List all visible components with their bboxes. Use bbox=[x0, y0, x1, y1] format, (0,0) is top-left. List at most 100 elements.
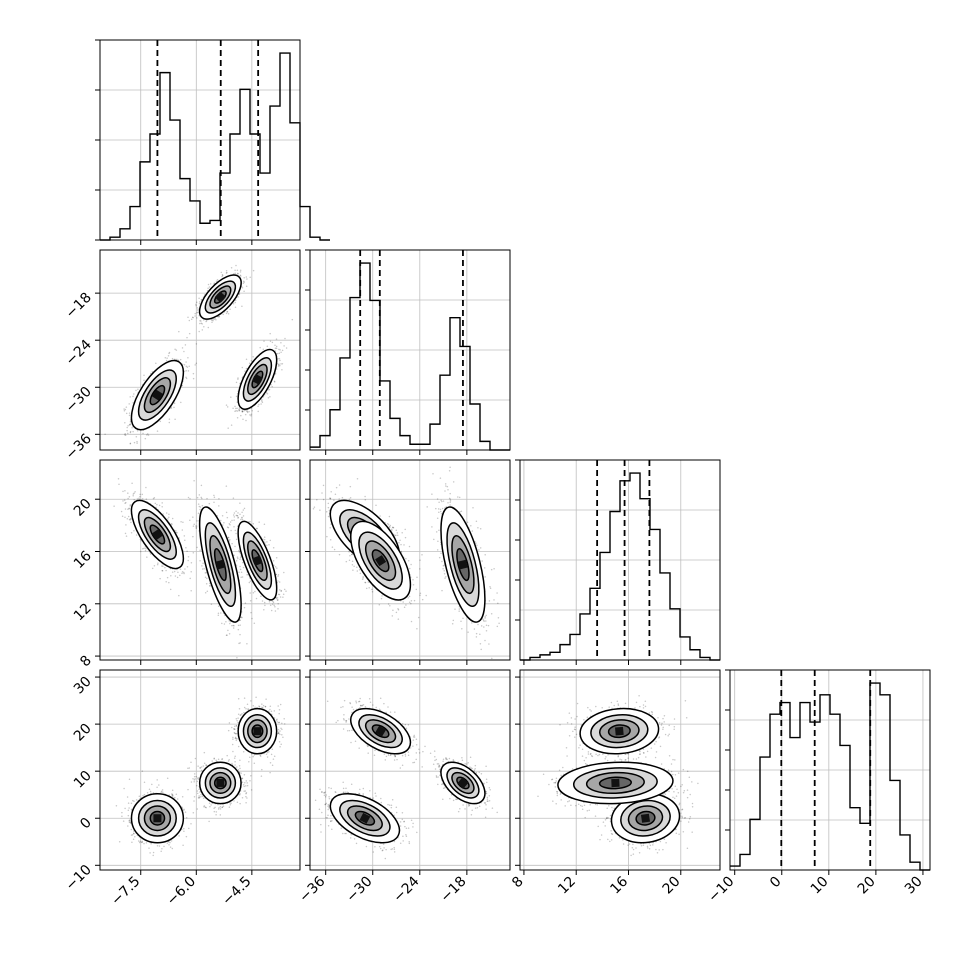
sample-point bbox=[147, 434, 150, 436]
sample-point bbox=[238, 551, 241, 553]
sample-point bbox=[196, 520, 198, 522]
sample-point bbox=[226, 271, 228, 274]
sample-point bbox=[203, 326, 205, 328]
sample-point bbox=[206, 590, 209, 593]
sample-point bbox=[124, 434, 127, 437]
sample-point bbox=[161, 569, 163, 572]
sample-point bbox=[267, 396, 270, 399]
sample-point bbox=[168, 581, 170, 584]
sample-point bbox=[124, 516, 126, 519]
sample-point bbox=[241, 305, 243, 308]
sample-point bbox=[196, 317, 198, 319]
sample-point bbox=[229, 539, 231, 541]
sample-point bbox=[188, 365, 190, 368]
sample-point bbox=[225, 272, 228, 274]
sample-point bbox=[281, 363, 284, 365]
sample-point bbox=[260, 403, 262, 405]
sample-point bbox=[146, 433, 149, 435]
sample-point bbox=[252, 591, 255, 594]
sample-point bbox=[129, 430, 132, 433]
sample-point bbox=[129, 431, 132, 434]
sample-point bbox=[193, 479, 195, 482]
sample-point bbox=[181, 529, 184, 531]
sample-point bbox=[173, 402, 176, 405]
sample-point bbox=[246, 411, 249, 414]
sample-point bbox=[141, 498, 144, 500]
sample-point bbox=[246, 410, 248, 412]
sample-point bbox=[143, 547, 145, 550]
sample-point bbox=[243, 290, 245, 293]
scatter-panel-1-0 bbox=[100, 250, 300, 450]
sample-point bbox=[129, 424, 131, 426]
sample-point bbox=[175, 529, 177, 532]
sample-point bbox=[220, 271, 223, 274]
sample-point bbox=[197, 503, 200, 505]
sample-point bbox=[162, 513, 164, 515]
sample-point bbox=[128, 507, 130, 509]
sample-point bbox=[121, 515, 124, 518]
sample-point bbox=[265, 392, 268, 394]
sample-point bbox=[275, 338, 278, 340]
sample-point bbox=[209, 283, 212, 285]
sample-point bbox=[201, 565, 203, 567]
sample-point bbox=[179, 568, 182, 570]
sample-point bbox=[210, 603, 213, 606]
sample-point bbox=[239, 619, 241, 622]
sample-point bbox=[129, 504, 132, 506]
sample-point bbox=[123, 408, 125, 410]
sample-point bbox=[207, 283, 210, 286]
sample-point bbox=[261, 398, 263, 401]
sample-point bbox=[129, 505, 131, 507]
sample-point bbox=[223, 623, 226, 625]
sample-point bbox=[232, 497, 235, 499]
sample-point bbox=[240, 518, 242, 521]
sample-point bbox=[227, 629, 229, 632]
sample-point bbox=[143, 379, 145, 382]
sample-point bbox=[196, 307, 199, 309]
sample-point bbox=[274, 566, 277, 568]
sample-point bbox=[248, 362, 251, 365]
sample-point bbox=[243, 409, 246, 412]
sample-point bbox=[242, 280, 245, 282]
sample-point bbox=[157, 562, 159, 564]
sample-point bbox=[208, 286, 211, 288]
sample-point bbox=[149, 553, 152, 555]
sample-point bbox=[225, 404, 228, 406]
sample-point bbox=[122, 490, 124, 493]
sample-point bbox=[272, 547, 275, 549]
sample-point bbox=[195, 301, 198, 304]
sample-point bbox=[236, 514, 239, 517]
sample-point bbox=[187, 370, 190, 372]
sample-point bbox=[171, 523, 173, 525]
sample-point bbox=[189, 577, 191, 580]
sample-point bbox=[183, 571, 185, 574]
sample-point bbox=[131, 427, 133, 429]
sample-point bbox=[123, 499, 126, 501]
sample-point bbox=[274, 347, 277, 349]
sample-point bbox=[213, 282, 216, 284]
sample-point bbox=[198, 330, 200, 333]
sample-point bbox=[129, 517, 132, 520]
sample-point bbox=[226, 516, 229, 519]
sample-point bbox=[187, 496, 190, 499]
sample-point bbox=[234, 301, 237, 304]
sample-point bbox=[187, 559, 189, 562]
sample-point bbox=[268, 388, 271, 391]
sample-point bbox=[241, 286, 244, 289]
sample-point bbox=[143, 374, 145, 376]
sample-point bbox=[218, 315, 221, 317]
sample-point bbox=[133, 393, 135, 395]
density-peak bbox=[151, 389, 163, 401]
sample-point bbox=[192, 372, 195, 375]
sample-point bbox=[198, 494, 201, 496]
sample-point bbox=[269, 539, 272, 542]
sample-point bbox=[222, 524, 224, 526]
contour-group bbox=[130, 359, 185, 431]
sample-point bbox=[245, 285, 248, 288]
sample-point bbox=[237, 273, 239, 275]
sample-point bbox=[238, 293, 241, 295]
sample-point bbox=[213, 496, 216, 499]
sample-point bbox=[130, 532, 133, 534]
sample-point bbox=[186, 366, 189, 368]
